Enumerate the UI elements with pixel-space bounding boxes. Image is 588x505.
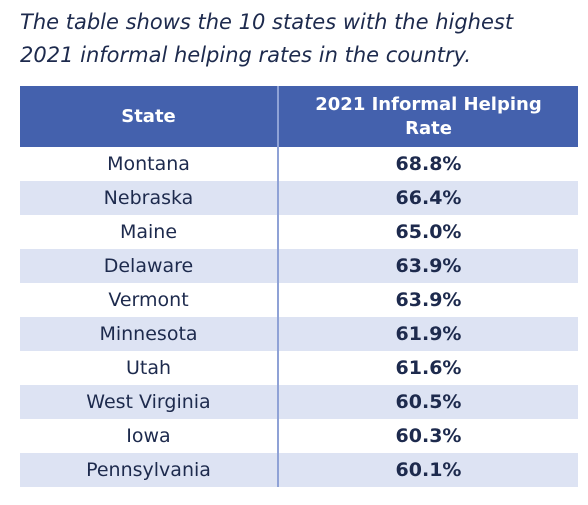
data-table: State 2021 Informal Helping Rate Montana… (20, 86, 578, 487)
rate-cell: 66.4% (278, 181, 578, 215)
table-row: Montana 68.8% (20, 147, 578, 181)
state-cell: West Virginia (20, 385, 279, 419)
table-row: Nebraska 66.4% (20, 181, 578, 215)
header-row: State 2021 Informal Helping Rate (20, 86, 578, 147)
state-cell: Iowa (20, 419, 279, 453)
rate-cell: 63.9% (395, 289, 462, 311)
state-cell: Utah (20, 351, 279, 385)
table-row: Vermont 63.9% (20, 283, 578, 317)
rate-cell: 65.0% (395, 221, 462, 243)
header-cell: State (20, 86, 279, 147)
table-row: Utah 61.6% (20, 351, 578, 385)
table-header: State 2021 Informal Helping Rate (20, 86, 578, 147)
table-row: Maine 65.0% (20, 215, 578, 249)
table-row: Delaware 63.9% (20, 249, 578, 283)
table-row: Pennsylvania 60.1% (20, 453, 578, 487)
rate-cell: 60.3% (395, 425, 462, 447)
state-cell: Montana (20, 147, 279, 181)
rate-cell: 61.9% (278, 317, 578, 351)
caption: The table shows the 10 states with the h… (20, 10, 514, 67)
rate-cell: 60.5% (278, 385, 578, 419)
table-body: Montana 68.8% Nebraska 66.4% Maine 65.0% Delaw… (20, 147, 578, 487)
rate-cell: 61.6% (395, 357, 462, 379)
table-row: Minnesota 61.9% (20, 317, 578, 351)
state-cell: Pennsylvania (20, 453, 279, 487)
rate-cell: 60.1% (278, 453, 578, 487)
state-cell: Minnesota (20, 317, 279, 351)
table-row: West Virginia 60.5% (20, 385, 578, 419)
header-cell: 2021 Informal Helping Rate (278, 86, 578, 147)
rate-cell: 68.8% (395, 153, 462, 175)
table-row: Iowa 60.3% (20, 419, 578, 453)
state-cell: Nebraska (20, 181, 279, 215)
state-cell: Delaware (20, 249, 279, 283)
state-cell: Vermont (20, 283, 279, 317)
state-cell: Maine (20, 215, 279, 249)
rate-cell: 63.9% (278, 249, 578, 283)
